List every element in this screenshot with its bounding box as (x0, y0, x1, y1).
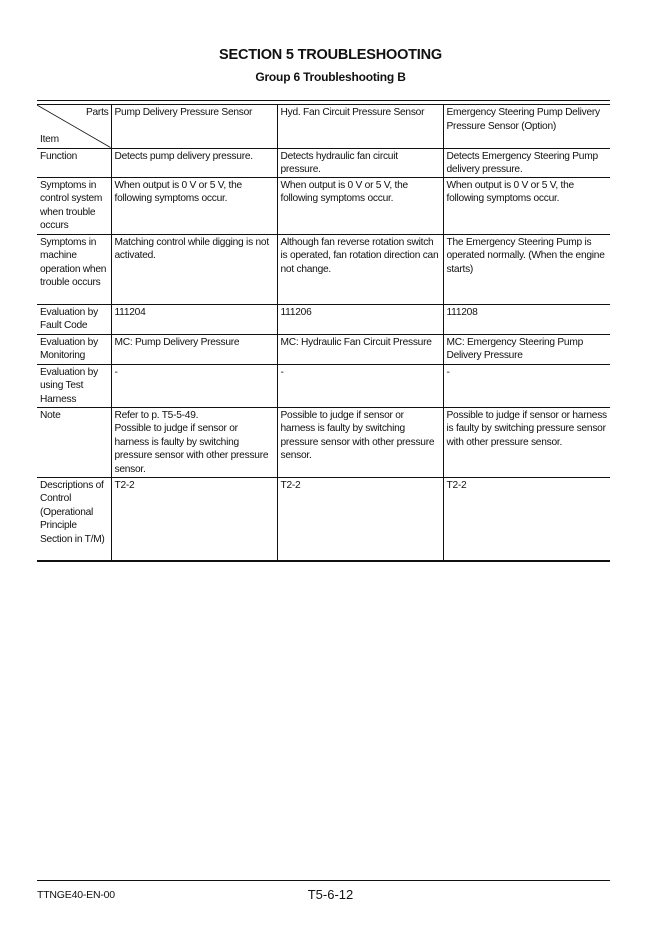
table-row: Evaluation by Fault Code 111204 111206 1112… (37, 303, 610, 335)
row-label: Evaluation by Monitoring (37, 333, 112, 365)
table-cell: Detects pump delivery pressure. (110, 147, 278, 178)
row-label: Function (37, 147, 112, 178)
table-cell: 111208 (442, 303, 610, 335)
row-label: Evaluation by using Test Harness (37, 363, 112, 408)
table-cell: MC: Hydraulic Fan Circuit Pressure (276, 333, 444, 365)
table-cell: When output is 0 V or 5 V, the following… (110, 176, 278, 235)
parts-label: Parts (85, 107, 109, 118)
corner-cell: Parts Item (37, 105, 112, 149)
table-cell: T2-2 (276, 476, 444, 562)
table-cell: 111206 (276, 303, 444, 335)
table-cell: 111204 (110, 303, 278, 335)
footer-rule (37, 880, 610, 881)
column-header: Emergency Steering Pump Delivery Pressur… (442, 105, 610, 149)
table-cell: Possible to judge if sensor or harness i… (442, 406, 610, 478)
table-cell: Detects hydraulic fan circuit pressure. (276, 147, 444, 178)
page-number: T5-6-12 (307, 887, 354, 902)
table-header-row: Parts Item Pump Delivery Pressure Sensor… (37, 105, 610, 149)
table-cell: T2-2 (442, 476, 610, 562)
table-row: Function Detects pump delivery pressure. D… (37, 147, 610, 178)
table-row: Descriptions of Control (Operational Pri… (37, 476, 610, 562)
row-label: Descriptions of Control (Operational Pri… (37, 476, 112, 562)
diagonal-divider (37, 105, 111, 148)
table-cell: MC: Pump Delivery Pressure (110, 333, 278, 365)
group-subtitle: Group 6 Troubleshooting B (255, 70, 406, 84)
document-code: TTNGE40-EN-00 (37, 889, 115, 901)
table-cell: Possible to judge if sensor or harness i… (276, 406, 444, 478)
column-header: Hyd. Fan Circuit Pressure Sensor (276, 105, 444, 149)
table-cell: When output is 0 V or 5 V, the following… (276, 176, 444, 235)
table-cell: Matching control while digging is not ac… (110, 233, 278, 305)
table-cell: The Emergency Steering Pump is operated … (442, 233, 610, 305)
table-cell: - (110, 363, 278, 408)
row-label: Evaluation by Fault Code (37, 303, 112, 335)
row-label: Symptoms in control system when trouble … (37, 176, 112, 235)
table-row: Symptoms in control system when trouble … (37, 176, 610, 235)
table-cell: When output is 0 V or 5 V, the following… (442, 176, 610, 235)
table-cell: T2-2 (110, 476, 278, 562)
item-label: Item (40, 134, 59, 145)
table-cell: MC: Emergency Steering Pump Delivery Pre… (442, 333, 610, 365)
row-label: Symptoms in machine operation when troub… (37, 233, 112, 305)
section-title: SECTION 5 TROUBLESHOOTING (219, 47, 442, 63)
table-row: Symptoms in machine operation when troub… (37, 233, 610, 305)
table-cell: Refer to p. T5-5-49. Possible to judge i… (110, 406, 278, 478)
table-cell: - (442, 363, 610, 408)
table-row: Evaluation by using Test Harness - - - (37, 363, 610, 408)
table-row: Evaluation by Monitoring MC: Pump Deliver… (37, 333, 610, 365)
top-rule-2 (37, 104, 610, 105)
table-cell: Although fan reverse rotation switch is … (276, 233, 444, 305)
table-cell: - (276, 363, 444, 408)
troubleshooting-table: Parts Item Pump Delivery Pressure Sensor… (37, 105, 610, 562)
column-header: Pump Delivery Pressure Sensor (110, 105, 278, 149)
table-row: Note Refer to p. T5-5-49. Possible to jud… (37, 406, 610, 478)
table-cell: Detects Emergency Steering Pump delivery… (442, 147, 610, 178)
top-rule (37, 100, 610, 101)
row-label: Note (37, 406, 112, 478)
